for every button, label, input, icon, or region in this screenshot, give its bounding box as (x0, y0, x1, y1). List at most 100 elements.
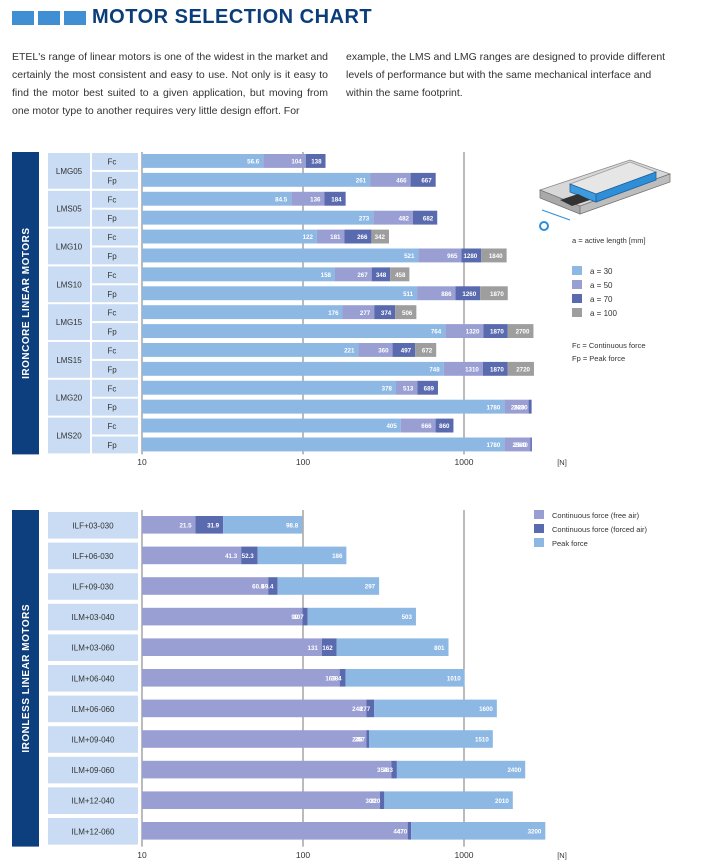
ironless-data-label: 184 (331, 675, 342, 682)
ironcore-data-label: 136 (310, 196, 321, 203)
ironcore-motor-name: LMS05 (56, 205, 82, 214)
ironcore-data-label: 667 (421, 177, 432, 184)
ironless-tick-label: 1000 (455, 850, 474, 860)
ironless-motor-label-bg (48, 787, 138, 814)
ironless-legend-swatch (534, 510, 544, 519)
ironless-legend-swatch (534, 538, 544, 547)
ironcore-force-label-bg (92, 285, 138, 303)
ironcore-bar-segment (370, 172, 411, 187)
ironless-motor-label-bg (48, 573, 138, 600)
ironcore-data-label: 176 (328, 310, 339, 317)
ironcore-bar-segment (142, 191, 292, 206)
ironcore-force-kind: Fp (107, 403, 117, 412)
ironcore-bar-segment (142, 324, 446, 338)
ironcore-bar-segment (395, 305, 417, 320)
ironcore-bar-segment (507, 324, 534, 338)
ironcore-bar-segment (481, 248, 507, 263)
ironless-motor-name: ILM+09-060 (72, 766, 115, 775)
ironless-motor-label-bg (48, 818, 138, 845)
ironcore-bar-segment (374, 305, 396, 320)
ironless-motor-label-bg (48, 726, 138, 753)
ironcore-data-label: 360 (378, 348, 389, 355)
ironcore-tick-label: 1000 (455, 457, 474, 467)
ironless-unit-label: [N] (557, 851, 567, 860)
ironcore-bar-segment (142, 361, 444, 376)
ironcore-bar-segment (142, 172, 371, 187)
ironcore-force-label-bg (92, 304, 138, 322)
ironcore-data-label: 1260 (462, 291, 476, 298)
intro-text-right: example, the LMS and LMG ranges are desi… (346, 51, 666, 99)
ironcore-data-label: 56.6 (247, 159, 260, 166)
ironless-data-label: 1510 (475, 737, 489, 744)
ironcore-data-label: 2720 (516, 366, 530, 373)
ironcore-data-label: 266 (357, 234, 368, 241)
ironless-section-label: IRONLESS LINEAR MOTORS (21, 604, 32, 753)
legend-swatch (572, 294, 582, 303)
ironcore-bar-segment (324, 191, 346, 206)
ironcore-data-label: 1870 (490, 366, 504, 373)
ironless-data-label: 31.9 (207, 522, 220, 529)
legend-note: Fc = Continuous force (572, 341, 646, 350)
ironcore-bar-segment (445, 324, 484, 338)
ironless-bar-segment (366, 699, 375, 718)
ironcore-data-label: 458 (395, 272, 406, 279)
ironcore-bar-segment (530, 437, 532, 452)
legend-swatch (572, 308, 582, 317)
ironcore-force-kind: Fp (107, 365, 117, 374)
ironcore-force-label-bg (92, 379, 138, 397)
ironcore-bar-segment (461, 248, 482, 263)
ironcore-bar-segment (400, 418, 436, 433)
ironless-bar-segment (142, 699, 367, 718)
ironless-data-label: 98.8 (286, 522, 299, 529)
ironless-bar-segment (336, 638, 449, 656)
ironcore-bar-segment (507, 361, 534, 376)
ironcore-data-label: 860 (439, 423, 450, 430)
legend-entry: a = 30 (590, 267, 613, 276)
ironless-bar-segment (384, 791, 513, 809)
ironcore-force-label-bg (92, 398, 138, 416)
ironless-data-label: 21.5 (179, 522, 192, 529)
ironless-data-label: 107 (293, 614, 304, 621)
ironless-motor-label-bg (48, 634, 138, 661)
ironcore-data-label: 2700 (516, 329, 530, 336)
ironcore-data-label: 84.5 (275, 196, 288, 203)
ironcore-bar-segment (480, 286, 508, 301)
ironcore-force-label-bg (92, 266, 138, 284)
ironcore-data-label: 764 (431, 329, 442, 336)
ironcore-force-kind: Fp (107, 214, 117, 223)
ironless-data-label: 470 (397, 828, 408, 835)
ironcore-motor-label-bg (48, 304, 90, 340)
ironcore-section-bar (12, 152, 39, 455)
ironless-motor-name: ILM+03-060 (72, 644, 115, 653)
ironcore-bar-segment (504, 437, 531, 452)
ironless-data-label: 297 (365, 584, 376, 591)
ironcore-force-label-bg (92, 209, 138, 227)
ironless-bar-segment (142, 669, 340, 687)
ironless-motor-name: ILM+09-040 (72, 736, 115, 745)
ironcore-bar-segment (443, 361, 483, 376)
ironcore-data-label: 482 (399, 215, 410, 222)
ironless-motor-label-bg (48, 542, 138, 570)
ironless-data-label: 1010 (447, 675, 461, 682)
ironcore-bar-segment (142, 437, 505, 452)
ironcore-force-label-bg (92, 247, 138, 265)
title-square-1 (12, 11, 34, 25)
ironless-data-label: 1600 (479, 706, 493, 713)
ironcore-bar-segment (395, 380, 418, 395)
ironcore-bar-segment (528, 399, 532, 414)
ironless-bar-segment (142, 791, 380, 809)
ironless-bar-segment (142, 516, 196, 534)
ironcore-bar-segment (371, 267, 391, 282)
ironcore-bar-segment (483, 324, 508, 338)
ironcore-motor-label-bg (48, 228, 90, 265)
ironless-bar-segment (268, 577, 278, 595)
ironcore-force-label-bg (92, 323, 138, 340)
ironcore-bar-segment (142, 267, 335, 282)
ironcore-force-kind: Fc (108, 271, 117, 280)
ironcore-force-label-bg (92, 342, 138, 359)
ironcore-data-label: 2640 (514, 442, 528, 449)
ironless-bar-segment (407, 822, 412, 840)
ironcore-data-label: 506 (402, 310, 413, 317)
ironless-motor-name: ILM+06-060 (72, 705, 115, 714)
ironcore-force-kind: Fp (107, 328, 117, 337)
